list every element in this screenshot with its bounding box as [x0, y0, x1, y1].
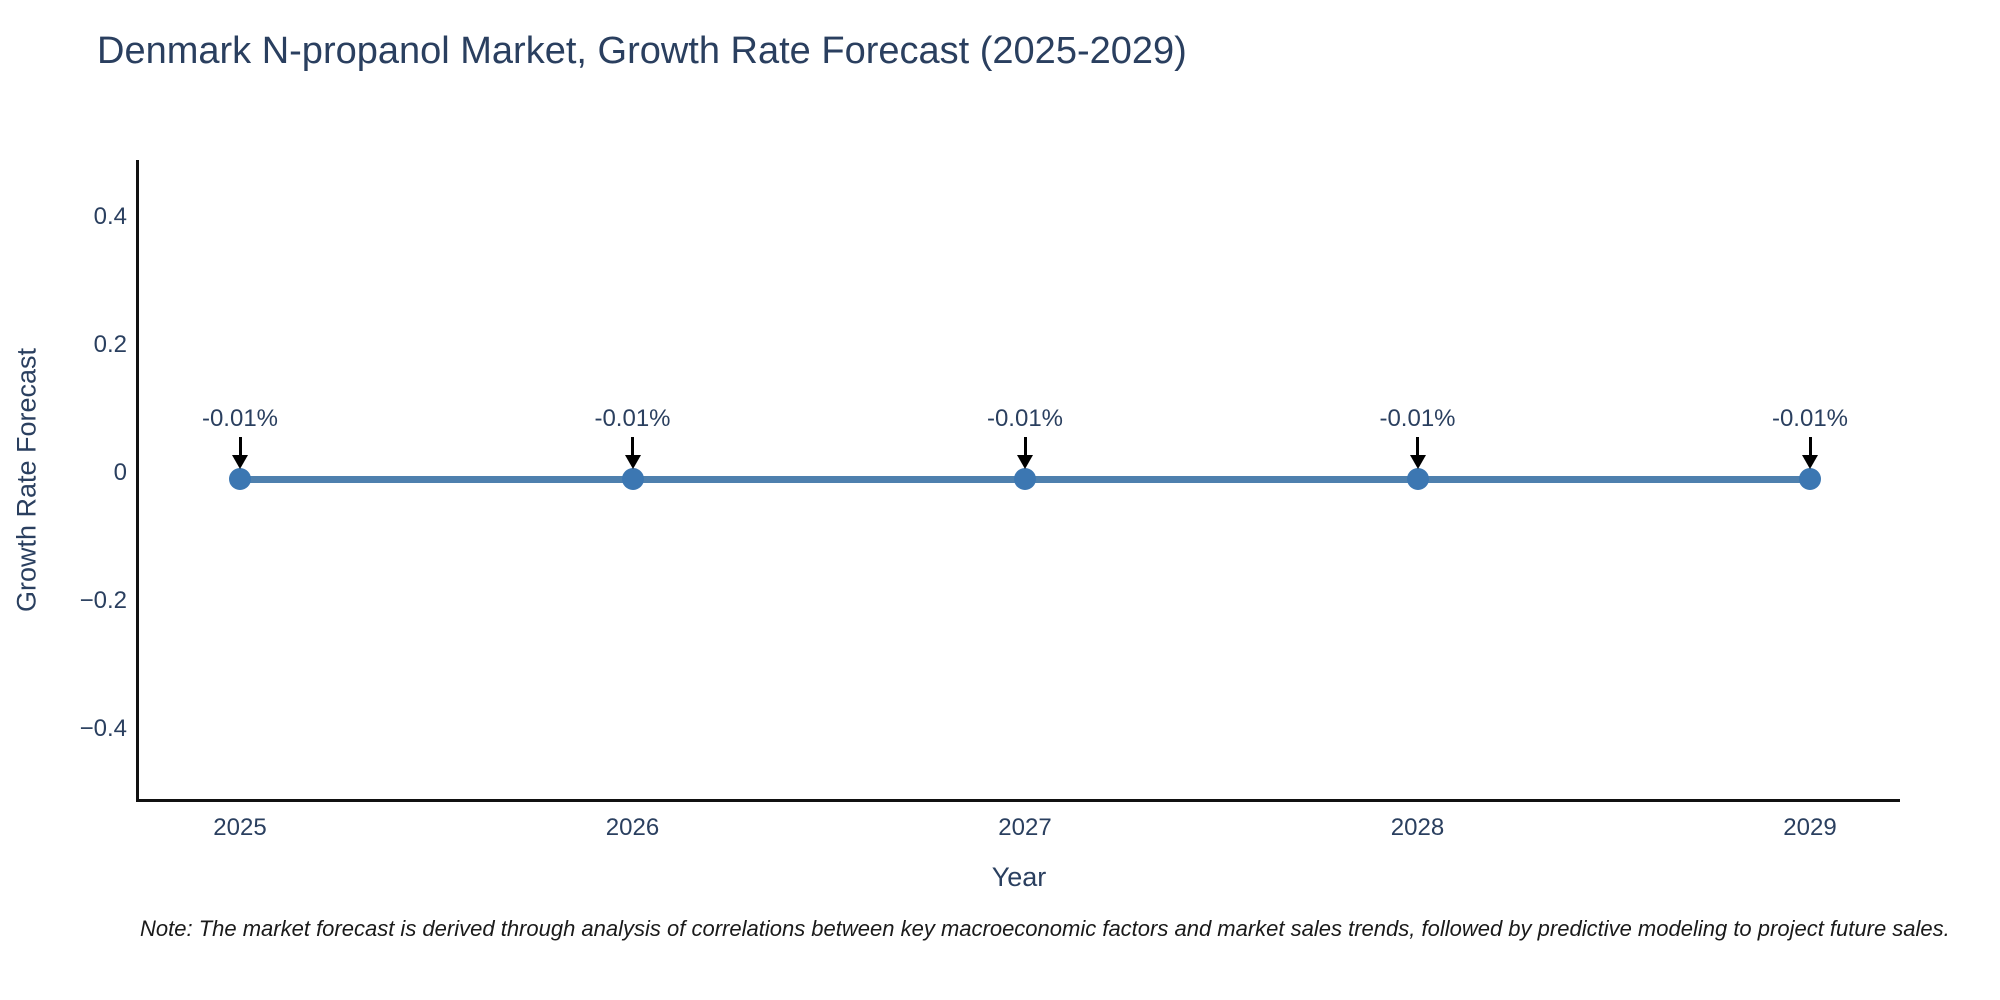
y-tick-label: 0.2 [93, 331, 127, 358]
annotation-label: -0.01% [594, 405, 671, 432]
annotation-arrow-stem [631, 437, 634, 457]
y-tick-label: 0 [113, 459, 127, 486]
annotation-arrowhead-icon [1017, 455, 1033, 469]
x-axis-line [136, 799, 1900, 802]
data-point-marker [229, 468, 251, 491]
data-point-marker [621, 468, 644, 491]
y-tick-label: −0.4 [79, 715, 127, 742]
annotation-label: -0.01% [986, 405, 1064, 432]
annotation-label: -0.01% [1771, 405, 1849, 432]
annotation-arrow-stem [1416, 437, 1419, 457]
x-tick-label: 2029 [1783, 814, 1837, 841]
annotation-arrow-stem [238, 437, 242, 457]
annotation-arrowhead-icon [624, 455, 641, 469]
annotation-arrowhead-icon [1802, 455, 1818, 469]
data-point-marker [1406, 468, 1429, 491]
annotation-label: -0.01% [1379, 405, 1456, 432]
x-tick-label: 2025 [213, 814, 267, 841]
x-tick-label: 2027 [998, 814, 1052, 841]
y-tick-label: 0.4 [93, 203, 127, 230]
annotation-label: -0.01% [201, 405, 279, 432]
y-axis-line [136, 160, 139, 802]
annotation-arrowhead-icon [1409, 455, 1426, 469]
annotation-arrow-stem [1023, 437, 1027, 457]
data-point-marker [1799, 468, 1821, 491]
annotation-arrow-stem [1808, 437, 1812, 457]
data-point-marker [1014, 468, 1036, 491]
chart-title: Denmark N-propanol Market, Growth Rate F… [97, 30, 1187, 72]
x-tick-label: 2026 [605, 814, 660, 841]
x-axis-title: Year [991, 862, 1047, 892]
x-tick-label: 2028 [1390, 814, 1445, 841]
annotation-arrowhead-icon [232, 455, 248, 469]
footnote: Note: The market forecast is derived thr… [140, 916, 1950, 941]
y-tick-label: −0.2 [79, 587, 127, 614]
